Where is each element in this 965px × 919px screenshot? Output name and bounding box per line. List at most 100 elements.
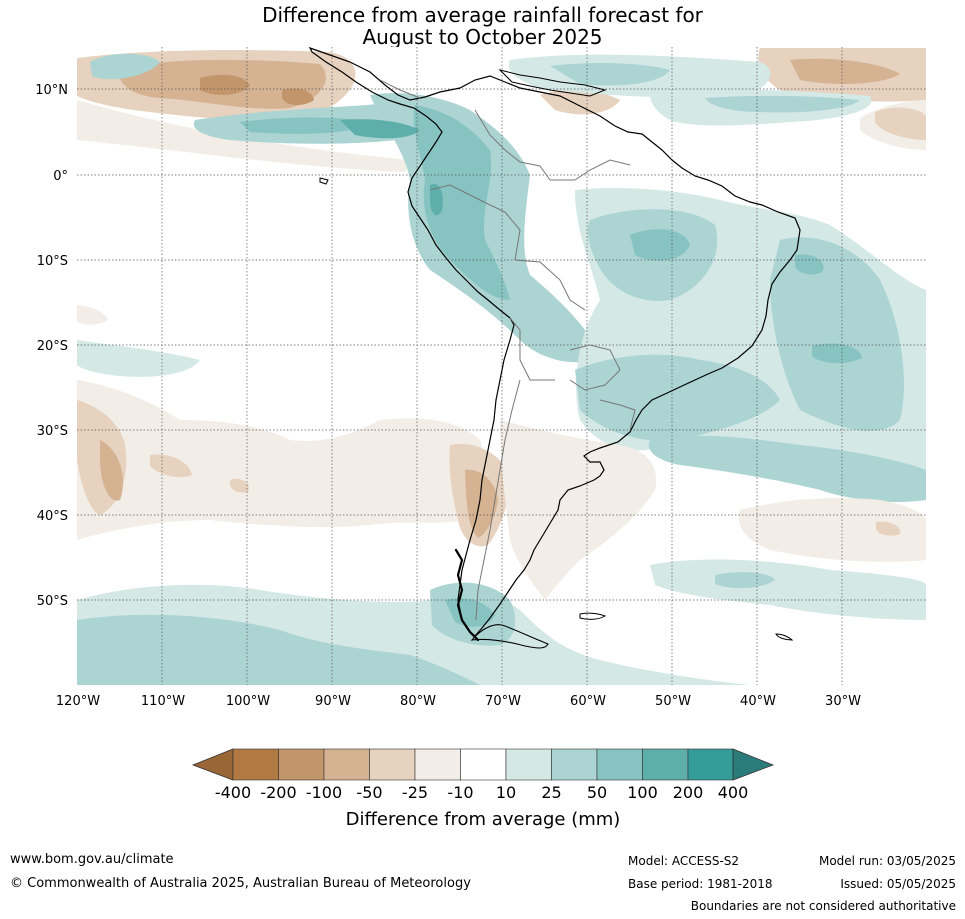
colorbar-extend-high [732,748,775,781]
colorbar-tick-label: 10 [496,783,516,802]
wet-area-southern-ocean-inner [77,614,480,685]
dry-area-patch-2 [229,478,249,493]
lat-label-30s: 30°S [37,424,68,439]
wet-area-south-atlantic-core-1 [795,254,824,275]
colorbar-segment [551,748,598,781]
dry-area-patch-1 [150,454,192,478]
wet-area-south-pacific-patch [77,340,200,377]
coastlines [308,47,801,649]
lon-label-100w: 100°W [226,694,270,709]
lat-label-20s: 20°S [37,339,68,354]
dry-area-chile-core [465,469,498,538]
border-chile-argentina [475,379,521,621]
colorbar-tick-label: 400 [718,783,749,802]
base-period: Base period: 1981-2018 [628,877,773,891]
map-title: Difference from average rainfall forecas… [0,4,965,48]
colorbar-tick-label: -25 [402,783,428,802]
dry-area-atlantic-north-inner [790,58,900,84]
rainfall-anomaly-fields [77,48,926,685]
colorbar-tick-label: 200 [673,783,704,802]
copyright-text: © Commonwealth of Australia 2025, Austra… [10,876,471,891]
dry-area-south-atlantic [738,498,926,562]
lat-label-40s: 40°S [37,509,68,524]
lon-label-70w: 70°W [485,694,521,709]
dry-area-north-core-2 [282,88,314,106]
lon-label-30w: 30°W [825,694,861,709]
title-line-2: August to October 2025 [362,25,603,49]
colorbar-tick-label: -10 [447,783,473,802]
colorbar-tick-label: 100 [627,783,658,802]
wet-area-south-atlantic-lower-core [715,572,775,589]
graticule [77,47,926,685]
wet-area-andes-core [430,184,443,216]
falkland-islands [579,612,607,620]
lon-label-50w: 50°W [655,694,691,709]
lon-label-110w: 110°W [141,694,185,709]
colorbar-tick-label: -200 [260,783,296,802]
map-panel [77,47,926,685]
boundaries-disclaimer: Boundaries are not considered authoritat… [690,899,956,913]
border-peru-brazil [504,211,586,311]
colorbar-segment [323,748,370,781]
colorbar-segment [278,748,325,781]
colorbar-segment [369,748,416,781]
lat-label-50s: 50°S [37,594,68,609]
colorbar-tick-label: 25 [541,783,561,802]
colorbar-tick-label: -400 [215,783,251,802]
colorbar-segment [460,748,507,781]
title-line-1: Difference from average rainfall forecas… [262,3,703,27]
colorbar-segment [505,748,552,781]
colorbar-segment [232,748,279,781]
latitude-labels: 10°N 0° 10°S 20°S 30°S 40°S 50°S [35,83,68,609]
colorbar-tick-label: -50 [356,783,382,802]
lat-label-10n: 10°N [35,83,68,98]
website-link[interactable]: www.bom.gov.au/climate [10,852,174,867]
chilean-fjords [454,548,480,642]
colorbar-title: Difference from average (mm) [346,809,621,830]
colorbar: -400 -200 -100 -50 -25 -10 10 25 50 100 … [191,748,775,830]
wet-area-southeast-brazil [575,354,780,441]
lon-label-60w: 60°W [570,694,606,709]
colorbar-tick-label: 50 [587,783,607,802]
issued-date: Issued: 05/05/2025 [840,877,956,891]
colorbar-tick-label: -100 [306,783,342,802]
dry-area-argentina [500,420,657,600]
border-colombia-venezuela [474,109,551,181]
lat-label-10s: 10°S [37,254,68,269]
border-brazil-uruguay [599,399,636,431]
country-borders [379,79,636,621]
wet-area-south-atlantic-core-2 [812,343,862,364]
dry-fringe-equatorial [77,100,410,172]
dry-area-south-pacific [77,380,485,540]
border-central-america [379,79,421,99]
border-chile-bolivia [509,317,555,381]
dry-area-south-atlantic-core [876,521,901,536]
south-america-coast [308,47,801,637]
colorbar-segment [642,748,689,781]
border-ecuador-peru [429,184,506,213]
dry-area-south-pacific-west-core [100,440,124,501]
model-name: Model: ACCESS-S2 [628,854,740,868]
colorbar-segment [596,748,643,781]
dry-area-atlantic-east [875,107,926,140]
dry-area-small [77,305,108,325]
colorbar-extend-low [191,748,234,781]
model-run-date: Model run: 03/05/2025 [818,854,956,868]
lon-label-40w: 40°W [740,694,776,709]
galapagos-islands [319,177,329,185]
lon-label-80w: 80°W [400,694,436,709]
dry-area-north-core [200,74,250,95]
lat-label-0: 0° [53,169,68,184]
wet-area-colombia-coast [340,119,420,139]
wet-area-andes-north-inner [413,105,510,300]
longitude-labels: 120°W 110°W 100°W 90°W 80°W 70°W 60°W 50… [56,694,861,709]
south-georgia [775,633,794,641]
wet-area-caribbean-inner [550,63,670,86]
border-venezuela-brazil [550,159,631,181]
wet-area-uruguay-offshore [648,435,926,502]
wet-area-brazil-core [630,229,690,261]
colorbar-segment [687,748,734,781]
wet-area-tropical-atlantic-inner [705,95,860,113]
wet-area-pacific-itcz-inner [240,117,370,134]
